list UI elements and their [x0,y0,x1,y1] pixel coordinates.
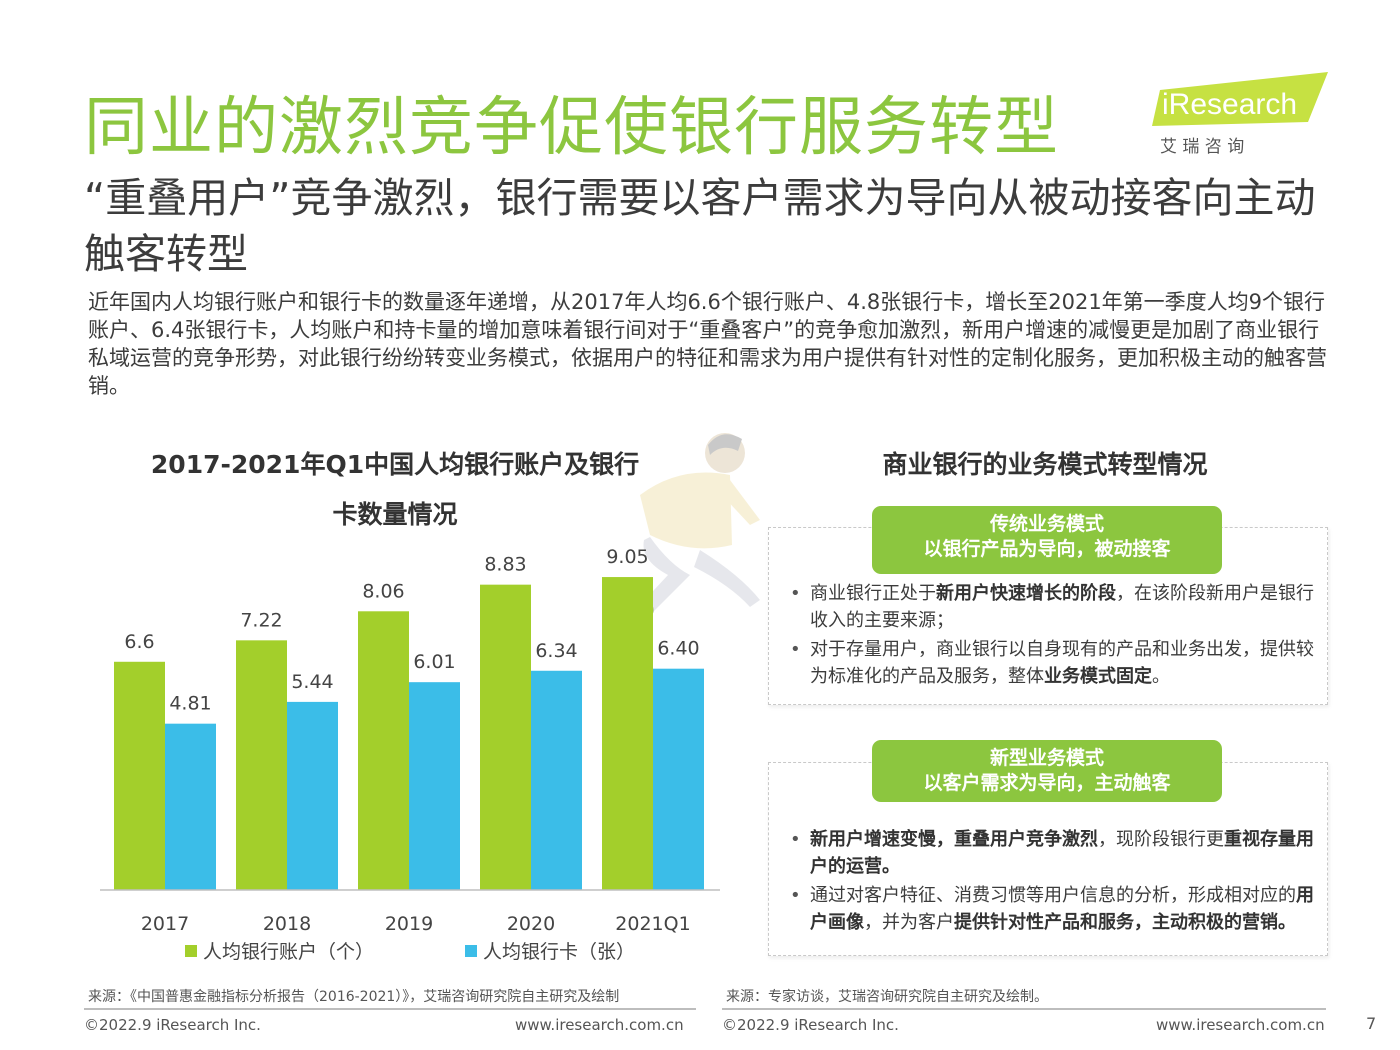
logo-cn-text: 艾 瑞 咨 询 [1160,137,1244,157]
x-tick-label-2017: 2017 [141,913,189,935]
new-model-bullet-2: 通过对客户特征、消费习惯等用户信息的分析，形成相对应的用户画像，并为客户提供针对… [782,882,1322,936]
right-panel-title: 商业银行的业务模式转型情况 [882,450,1208,479]
data-label-cards-2021Q1: 6.40 [657,638,699,660]
data-label-accounts-2019: 8.06 [362,580,404,602]
legend-swatch-accounts [185,945,197,957]
traditional-bullet-2: 对于存量用户，商业银行以自身现有的产品和业务出发，提供较为标准化的产品及服务，整… [782,636,1322,690]
legend-label-cards: 人均银行卡（张） [483,941,635,963]
data-label-cards-2017: 4.81 [169,693,211,715]
bar-accounts-2019 [358,611,409,890]
data-label-accounts-2018: 7.22 [240,609,282,631]
copyright-left: ©2022.9 iResearch Inc. [84,1016,261,1034]
source-note-left: 来源：《中国普惠金融指标分析报告（2016-2021）》，艾瑞咨询研究院自主研究… [88,989,620,1005]
data-label-accounts-2021Q1: 9.05 [606,546,648,568]
chart-title: 2017-2021年Q1中国人均银行账户及银行卡数量情况 [150,450,640,529]
x-tick-label-2021Q1: 2021Q1 [615,913,690,935]
bar-chart: 6.6 4.81 2017 7.22 5.44 2018 8.06 6.01 2019 8.83 6… [90,520,730,970]
data-label-accounts-2017: 6.6 [124,631,154,653]
legend-swatch-cards [465,945,477,957]
footer-divider-left [84,1008,696,1010]
website-link-right[interactable]: www.iresearch.com.cn [1156,1016,1325,1034]
data-label-accounts-2020: 8.83 [484,554,526,576]
bar-cards-2019 [409,682,460,890]
new-model-header: 新型业务模式 以客户需求为导向，主动触客 [872,740,1222,802]
bar-cards-2018 [287,701,338,890]
bar-chart-svg: 6.6 4.81 2017 7.22 5.44 2018 8.06 6.01 2019 8.83 6… [100,546,720,963]
bar-accounts-2018 [236,640,287,890]
new-model-list: 新用户增速变慢，重叠用户竞争激烈，现阶段银行更重视存量用户的运营。 通过对客户特… [782,826,1322,938]
intro-paragraph: 近年国内人均银行账户和银行卡的数量逐年递增，从2017年人均6.6个银行账户、4… [88,290,1327,398]
logo-graphic: iResearch 艾 瑞 咨 询 [1152,72,1328,157]
legend-label-accounts: 人均银行账户（个） [203,941,374,963]
logo-text: iResearch [1162,88,1297,121]
website-link-left[interactable]: www.iresearch.com.cn [515,1016,684,1034]
copyright-right: ©2022.9 iResearch Inc. [722,1016,899,1034]
traditional-bullet-1: 商业银行正处于新用户快速增长的阶段，在该阶段新用户是银行收入的主要来源； [782,580,1322,634]
data-label-cards-2020: 6.34 [535,640,577,662]
source-note-right: 来源：专家访谈，艾瑞咨询研究院自主研究及绘制。 [726,989,1048,1005]
bar-cards-2020 [531,670,582,890]
new-model-subheading: 以客户需求为导向，主动触客 [923,772,1171,794]
bar-accounts-2020 [480,584,531,890]
x-tick-label-2020: 2020 [507,913,555,935]
new-model-heading: 新型业务模式 [989,747,1104,769]
traditional-model-header: 传统业务模式 以银行产品为导向，被动接客 [872,506,1222,574]
page-subtitle: “重叠用户”竞争激烈，银行需要以客户需求为导向从被动接客向主动触客转型 [84,174,1316,278]
x-tick-label-2018: 2018 [263,913,311,935]
iresearch-logo: iResearch 艾 瑞 咨 询 [1150,72,1340,162]
bar-accounts-2021Q1 [602,577,653,890]
traditional-model-subheading: 以银行产品为导向，被动接客 [923,538,1171,560]
traditional-model-list: 商业银行正处于新用户快速增长的阶段，在该阶段新用户是银行收入的主要来源； 对于存… [782,580,1322,692]
page-number: 7 [1366,1014,1377,1033]
footer-divider-right [722,1008,1326,1010]
x-tick-label-2019: 2019 [385,913,433,935]
traditional-model-heading: 传统业务模式 [989,513,1104,535]
new-model-bullet-1: 新用户增速变慢，重叠用户竞争激烈，现阶段银行更重视存量用户的运营。 [782,826,1322,880]
bar-accounts-2017 [114,661,165,890]
data-label-cards-2018: 5.44 [291,671,333,693]
bar-cards-2017 [165,723,216,890]
data-label-cards-2019: 6.01 [413,651,455,673]
page-title: 同业的激烈竞争促使银行服务转型 [84,91,1059,165]
bar-cards-2021Q1 [653,668,704,890]
